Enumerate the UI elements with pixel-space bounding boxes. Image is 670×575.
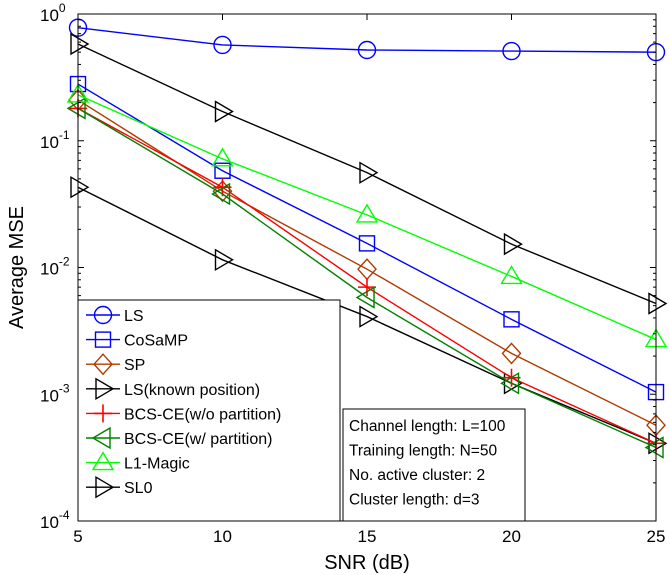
series-line <box>77 26 657 53</box>
series-marker <box>355 203 379 223</box>
series-marker <box>359 305 379 328</box>
legend-box <box>77 299 341 522</box>
series-marker <box>94 331 112 348</box>
legend-entry: BCS-CE(w/ partition) <box>86 426 272 450</box>
series-marker <box>213 35 232 55</box>
x-tick-label: 5 <box>73 527 82 546</box>
series-marker <box>359 161 379 184</box>
series-marker <box>70 32 90 56</box>
legend-label: LS(known position) <box>124 382 260 399</box>
legend-label: CoSaMP <box>124 333 188 350</box>
legend-entry: L1-Magic <box>86 451 190 473</box>
series-marker <box>95 377 115 401</box>
series-marker <box>357 40 377 60</box>
series-marker <box>644 436 664 459</box>
parameter-annotation: Channel length: L=100 Training length: N=… <box>342 408 526 522</box>
x-tick-label: 25 <box>647 527 666 546</box>
axis-tick-labels: 5 10 15 20 25 100 10-1 10-2 10-3 10-4 <box>40 1 665 546</box>
series-line <box>77 83 657 393</box>
series-marker <box>500 372 520 395</box>
annotation-line: Channel length: L=100 <box>349 418 506 435</box>
y-tick-label: 100 <box>40 1 66 25</box>
x-tick-label: 10 <box>213 527 232 546</box>
series-marker <box>94 404 112 423</box>
annotation-line: No. active cluster: 2 <box>349 467 485 484</box>
series-marker <box>358 278 376 297</box>
legend-label: LS <box>124 308 144 325</box>
annotation-box <box>342 408 526 522</box>
y-axis-title: Average MSE <box>6 206 28 329</box>
series-marker <box>503 311 520 328</box>
series-marker <box>93 305 113 325</box>
series-marker <box>648 292 668 315</box>
series-marker <box>502 41 521 61</box>
legend-label: BCS-CE(w/ partition) <box>124 431 272 448</box>
series-marker <box>503 232 523 256</box>
series-line <box>77 43 657 305</box>
legend-entry: LS(known position) <box>86 377 260 401</box>
legend-label: L1-Magic <box>124 456 190 473</box>
x-tick-label: 20 <box>502 527 521 546</box>
series-marker <box>95 475 115 499</box>
series-marker <box>211 182 231 206</box>
series-marker <box>500 265 523 285</box>
series-marker <box>211 147 234 167</box>
annotation-line: Cluster length: d=3 <box>349 492 480 509</box>
series-ls-known-position- <box>70 175 668 455</box>
x-tick-label: 15 <box>358 527 377 546</box>
legend-entry: BCS-CE(w/o partition) <box>86 404 281 423</box>
series-marker <box>66 97 86 120</box>
series-marker <box>70 175 90 199</box>
series-bcs-ce-w-partition- <box>66 97 664 459</box>
series-ls <box>68 18 666 62</box>
series-line <box>77 107 657 449</box>
y-tick-label: 10-3 <box>40 381 70 405</box>
legend-entry: CoSaMP <box>86 331 188 350</box>
legend-entry: SP <box>86 353 145 376</box>
y-tick-label: 10-1 <box>40 128 70 152</box>
annotation-line: Training length: N=50 <box>349 443 497 460</box>
series-line <box>77 186 657 444</box>
legend-label: SL0 <box>124 480 153 497</box>
series-line <box>77 94 657 341</box>
series-marker <box>355 286 375 309</box>
series-marker <box>93 353 113 376</box>
legend-label: SP <box>124 357 145 374</box>
legend-entry: LS <box>86 305 144 325</box>
x-axis-title: SNR (dB) <box>324 552 410 574</box>
series-marker <box>214 248 234 272</box>
series-marker <box>91 426 111 450</box>
series-marker <box>91 451 115 471</box>
series-marker <box>214 100 234 123</box>
legend-label: BCS-CE(w/o partition) <box>124 406 281 423</box>
series-sl0 <box>70 32 668 315</box>
y-tick-label: 10-4 <box>40 508 70 532</box>
legend: LS CoSaMP SP LS(known position) BCS-CE(w/o p… <box>77 299 341 522</box>
series-marker <box>358 235 376 252</box>
y-tick-label: 10-2 <box>40 255 70 279</box>
legend-entry: SL0 <box>86 475 153 499</box>
series-layer <box>66 18 668 459</box>
series-marker <box>501 342 522 365</box>
